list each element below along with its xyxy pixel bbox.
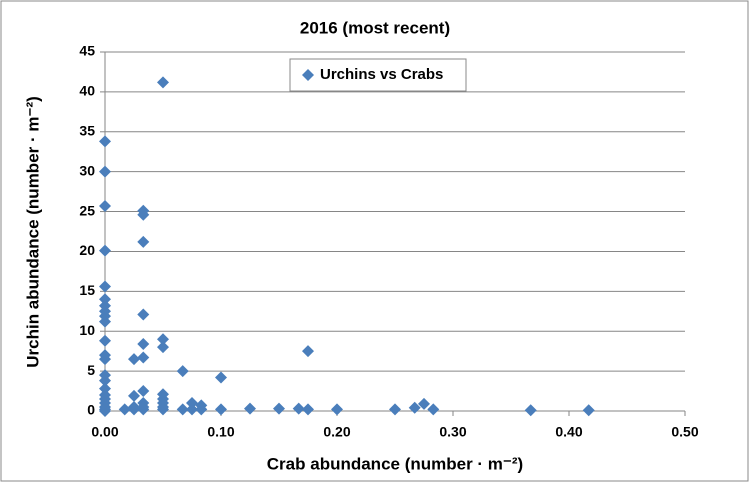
y-tick-label: 10 (79, 322, 95, 338)
point (137, 351, 150, 364)
point (99, 165, 111, 178)
x-tick-label: 0.00 (91, 424, 118, 440)
point (186, 403, 198, 416)
point (137, 403, 150, 416)
point (176, 365, 189, 378)
legend-box (289, 58, 467, 92)
y-tick-label: 30 (79, 162, 95, 178)
y-tick-label: 40 (79, 83, 95, 99)
point (582, 404, 595, 417)
y-tick-label: 45 (79, 43, 95, 59)
point (118, 403, 131, 416)
legend-marker (302, 69, 314, 81)
point (157, 333, 169, 346)
point (292, 402, 305, 415)
point (273, 402, 285, 415)
point (99, 334, 111, 347)
point (99, 293, 111, 306)
point (524, 404, 537, 417)
x-tick-label: 0.50 (671, 424, 698, 440)
x-tick-label: 0.30 (439, 424, 466, 440)
point (418, 397, 430, 410)
point (99, 280, 111, 293)
y-axis-label: Urchin abundance (number · m⁻²) (23, 96, 42, 368)
x-axis-label: Crab abundance (number · m⁻²) (267, 454, 523, 473)
y-tick-label: 15 (79, 282, 95, 298)
point (137, 385, 150, 398)
point (99, 315, 111, 328)
point (186, 397, 198, 410)
x-tick-label: 0.20 (323, 424, 350, 440)
point (99, 353, 111, 366)
point (302, 345, 314, 358)
point (331, 403, 343, 416)
point (137, 308, 150, 321)
y-tick-label: 5 (87, 362, 95, 378)
point (215, 403, 227, 416)
point (215, 371, 227, 384)
point (408, 401, 421, 414)
point (128, 353, 140, 366)
point (195, 403, 208, 416)
point (302, 403, 314, 416)
point (157, 76, 169, 89)
point (137, 235, 150, 248)
x-tick-label: 0.10 (207, 424, 234, 440)
point (389, 403, 401, 416)
point (137, 337, 150, 350)
point (176, 403, 189, 416)
point (99, 405, 111, 417)
y-tick-label: 35 (79, 122, 95, 138)
point (427, 403, 440, 416)
y-tick-label: 20 (79, 242, 95, 258)
legend-label: Urchins vs Crabs (320, 66, 443, 83)
point (244, 402, 256, 415)
x-tick-label: 0.40 (555, 424, 582, 440)
point (99, 244, 111, 257)
y-tick-label: 0 (87, 402, 95, 418)
point (137, 208, 150, 221)
point (157, 341, 169, 354)
chart-title: 2016 (most recent) (300, 18, 450, 37)
point (99, 382, 111, 395)
point (99, 374, 111, 387)
y-tick-label: 25 (79, 202, 95, 218)
point (128, 389, 140, 402)
point (157, 403, 169, 416)
point (99, 199, 111, 212)
point (128, 403, 140, 416)
point (99, 135, 111, 148)
